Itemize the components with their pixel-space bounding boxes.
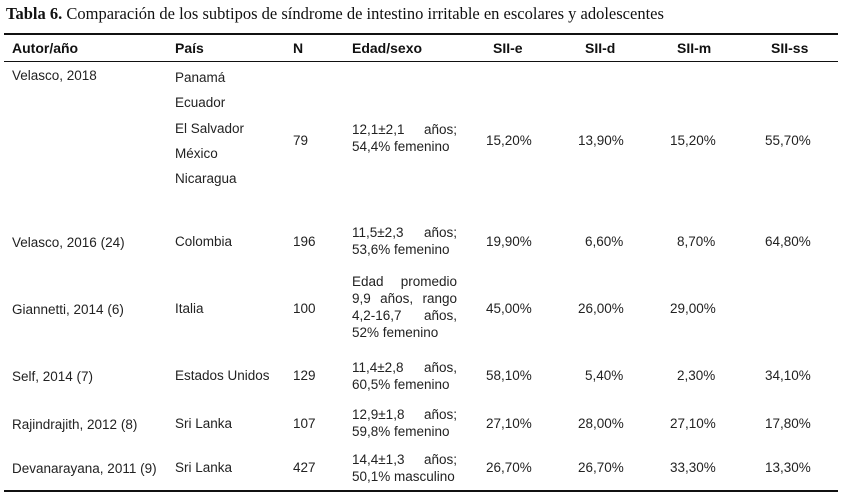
cell-sii-e: 45,00% bbox=[486, 301, 532, 316]
cell-sii-m: 27,10% bbox=[670, 416, 716, 431]
cell-pais: Sri Lanka bbox=[175, 460, 233, 475]
cell-sii-e: 19,90% bbox=[486, 234, 532, 249]
cell-sii-d: 26,70% bbox=[578, 460, 624, 475]
cell-pais: México bbox=[175, 146, 218, 161]
edad-line: 12,9±1,8 años; bbox=[352, 407, 457, 422]
header-autor: Autor/año bbox=[12, 40, 79, 56]
cell-pais: El Salvador bbox=[175, 121, 245, 136]
header-rule bbox=[4, 61, 838, 62]
cell-edad: Edad promedio 9,9 años, rango 4,2-16,7 a… bbox=[352, 273, 457, 341]
cell-autor: Giannetti, 2014 (6) bbox=[12, 302, 124, 317]
cell-sii-e: 15,20% bbox=[486, 133, 532, 148]
cell-sii-ss: 13,30% bbox=[765, 460, 811, 475]
header-pais: País bbox=[175, 40, 204, 56]
cell-edad: 12,1±2,1 años; 54,4% femenino bbox=[352, 121, 457, 155]
header-sii-ss: SII-ss bbox=[771, 40, 809, 56]
cell-sii-d: 13,90% bbox=[578, 133, 624, 148]
table-number: Tabla 6. bbox=[6, 4, 63, 23]
cell-sii-ss: 17,80% bbox=[765, 416, 811, 431]
cell-n: 100 bbox=[293, 301, 316, 316]
cell-autor: Self, 2014 (7) bbox=[12, 369, 94, 384]
cell-pais: Ecuador bbox=[175, 95, 226, 110]
cell-autor: Velasco, 2016 (24) bbox=[12, 235, 125, 250]
cell-autor: Devanarayana, 2011 (9) bbox=[12, 461, 157, 476]
table-title: Comparación de los subtipos de síndrome … bbox=[62, 4, 664, 23]
cell-sii-m: 8,70% bbox=[677, 234, 716, 249]
bottom-rule bbox=[4, 490, 838, 492]
cell-sii-ss: 55,70% bbox=[765, 133, 811, 148]
cell-n: 427 bbox=[293, 460, 316, 475]
cell-sii-e: 26,70% bbox=[486, 460, 532, 475]
cell-sii-d: 26,00% bbox=[578, 301, 624, 316]
cell-n: 129 bbox=[293, 368, 316, 383]
edad-line: 53,6% femenino bbox=[352, 242, 450, 257]
cell-edad: 11,5±2,3 años; 53,6% femenino bbox=[352, 224, 457, 258]
cell-sii-e: 58,10% bbox=[486, 368, 532, 383]
cell-sii-m: 15,20% bbox=[670, 133, 716, 148]
cell-n: 196 bbox=[293, 234, 316, 249]
cell-pais: Sri Lanka bbox=[175, 416, 233, 431]
cell-autor: Rajindrajith, 2012 (8) bbox=[12, 417, 138, 432]
cell-edad: 11,4±2,8 años, 60,5% femenino bbox=[352, 359, 457, 393]
cell-sii-d: 28,00% bbox=[578, 416, 624, 431]
edad-line: 52% femenino bbox=[352, 325, 439, 340]
table-caption: Tabla 6. Comparación de los subtipos de … bbox=[6, 4, 664, 24]
edad-line: 14,4±1,3 años; bbox=[352, 452, 457, 467]
edad-line: 54,4% femenino bbox=[352, 139, 450, 154]
edad-line: 11,4±2,8 años, bbox=[352, 360, 457, 375]
edad-line: 12,1±2,1 años; bbox=[352, 122, 457, 137]
cell-sii-d: 6,60% bbox=[585, 234, 624, 249]
cell-sii-m: 2,30% bbox=[677, 368, 716, 383]
cell-edad: 12,9±1,8 años; 59,8% femenino bbox=[352, 406, 457, 440]
cell-pais: Colombia bbox=[175, 234, 233, 249]
cell-sii-e: 27,10% bbox=[486, 416, 532, 431]
cell-pais: Estados Unidos bbox=[175, 368, 270, 383]
edad-line: 60,5% femenino bbox=[352, 377, 450, 392]
cell-n: 107 bbox=[293, 416, 316, 431]
cell-edad: 14,4±1,3 años; 50,1% masculino bbox=[352, 451, 457, 485]
edad-line: Edad promedio bbox=[352, 274, 457, 289]
cell-sii-ss: 34,10% bbox=[765, 368, 811, 383]
edad-line: 50,1% masculino bbox=[352, 469, 455, 484]
cell-sii-m: 33,30% bbox=[670, 460, 716, 475]
top-rule bbox=[4, 33, 838, 35]
header-n: N bbox=[293, 40, 304, 56]
edad-line: 4,2-16,7 años, bbox=[352, 308, 457, 323]
header-sii-m: SII-m bbox=[677, 40, 712, 56]
header-sii-d: SII-d bbox=[585, 40, 616, 56]
cell-sii-m: 29,00% bbox=[670, 301, 716, 316]
cell-pais: Nicaragua bbox=[175, 171, 237, 186]
cell-autor: Velasco, 2018 bbox=[12, 68, 97, 83]
header-sii-e: SII-e bbox=[493, 40, 523, 56]
header-edad: Edad/sexo bbox=[352, 40, 423, 56]
edad-line: 9,9 años, rango bbox=[352, 291, 457, 306]
cell-pais: Italia bbox=[175, 301, 204, 316]
cell-n: 79 bbox=[293, 133, 309, 148]
edad-line: 11,5±2,3 años; bbox=[352, 225, 457, 240]
edad-line: 59,8% femenino bbox=[352, 424, 450, 439]
cell-sii-ss: 64,80% bbox=[765, 234, 811, 249]
cell-sii-d: 5,40% bbox=[585, 368, 624, 383]
cell-pais: Panamá bbox=[175, 70, 226, 85]
